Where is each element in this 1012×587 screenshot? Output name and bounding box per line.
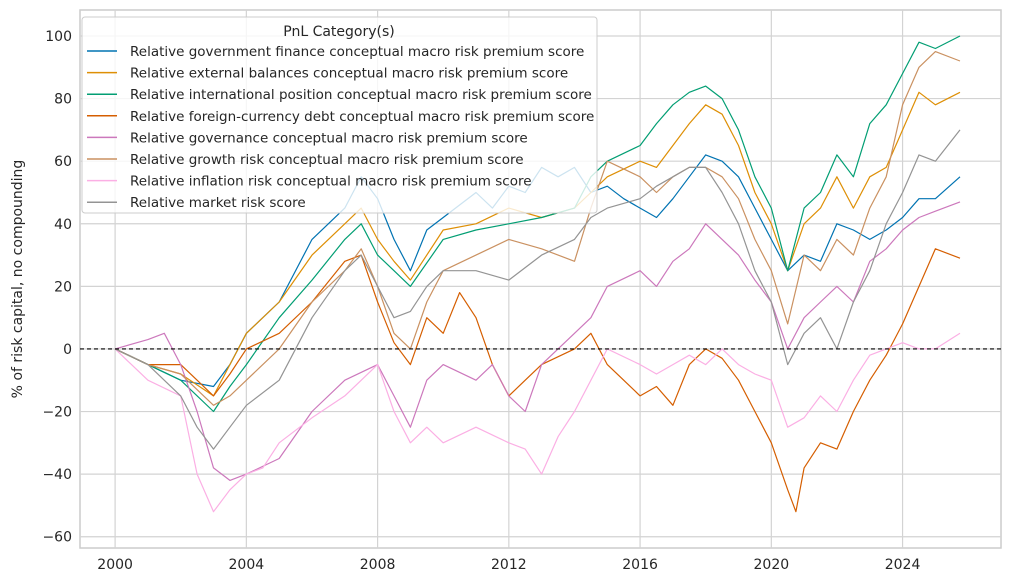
legend-entry: Relative governance conceptual macro ris…: [130, 130, 528, 146]
y-tick-label: −40: [42, 467, 72, 483]
x-tick-label: 2024: [885, 557, 921, 573]
y-tick-label: −60: [42, 530, 72, 546]
axis-ticks: 2000 2004 2008 2012 2016 2020 2024 −60 −40 −20 0 20…: [42, 29, 920, 573]
x-tick-label: 2000: [97, 557, 133, 573]
x-tick-label: 2016: [622, 557, 658, 573]
legend-box: [81, 16, 598, 214]
y-tick-label: 100: [45, 29, 72, 45]
legend-entry: Relative international position conceptu…: [130, 87, 592, 103]
series-line: [114, 129, 961, 450]
legend-entry: Relative foreign-currency debt conceptua…: [130, 109, 594, 125]
series-lines: [114, 35, 961, 513]
legend-entry: Relative inflation risk conceptual macro…: [130, 174, 532, 190]
legend-entry: Relative market risk score: [130, 195, 306, 211]
legend-entry: Relative government finance conceptual m…: [130, 44, 584, 60]
y-tick-label: 0: [63, 342, 72, 358]
y-tick-label: −20: [42, 405, 72, 421]
y-tick-label: 60: [54, 154, 72, 170]
series-line: [114, 50, 961, 406]
y-axis-label: % of risk capital, no compounding: [10, 160, 26, 399]
y-tick-label: 40: [54, 217, 72, 233]
series-line: [114, 248, 961, 513]
legend-entry: Relative external balances conceptual ma…: [130, 66, 568, 82]
y-tick-label: 20: [54, 279, 72, 295]
x-tick-label: 2012: [491, 557, 527, 573]
legend-entry: Relative growth risk conceptual macro ri…: [130, 152, 524, 168]
series-line: [114, 35, 961, 413]
x-tick-label: 2004: [229, 557, 265, 573]
x-tick-label: 2020: [754, 557, 790, 573]
x-tick-label: 2008: [360, 557, 396, 573]
y-tick-label: 80: [54, 92, 72, 108]
series-line: [114, 332, 961, 513]
legend: PnL Category(s) Relative government fina…: [81, 16, 598, 214]
legend-title: PnL Category(s): [283, 24, 395, 40]
